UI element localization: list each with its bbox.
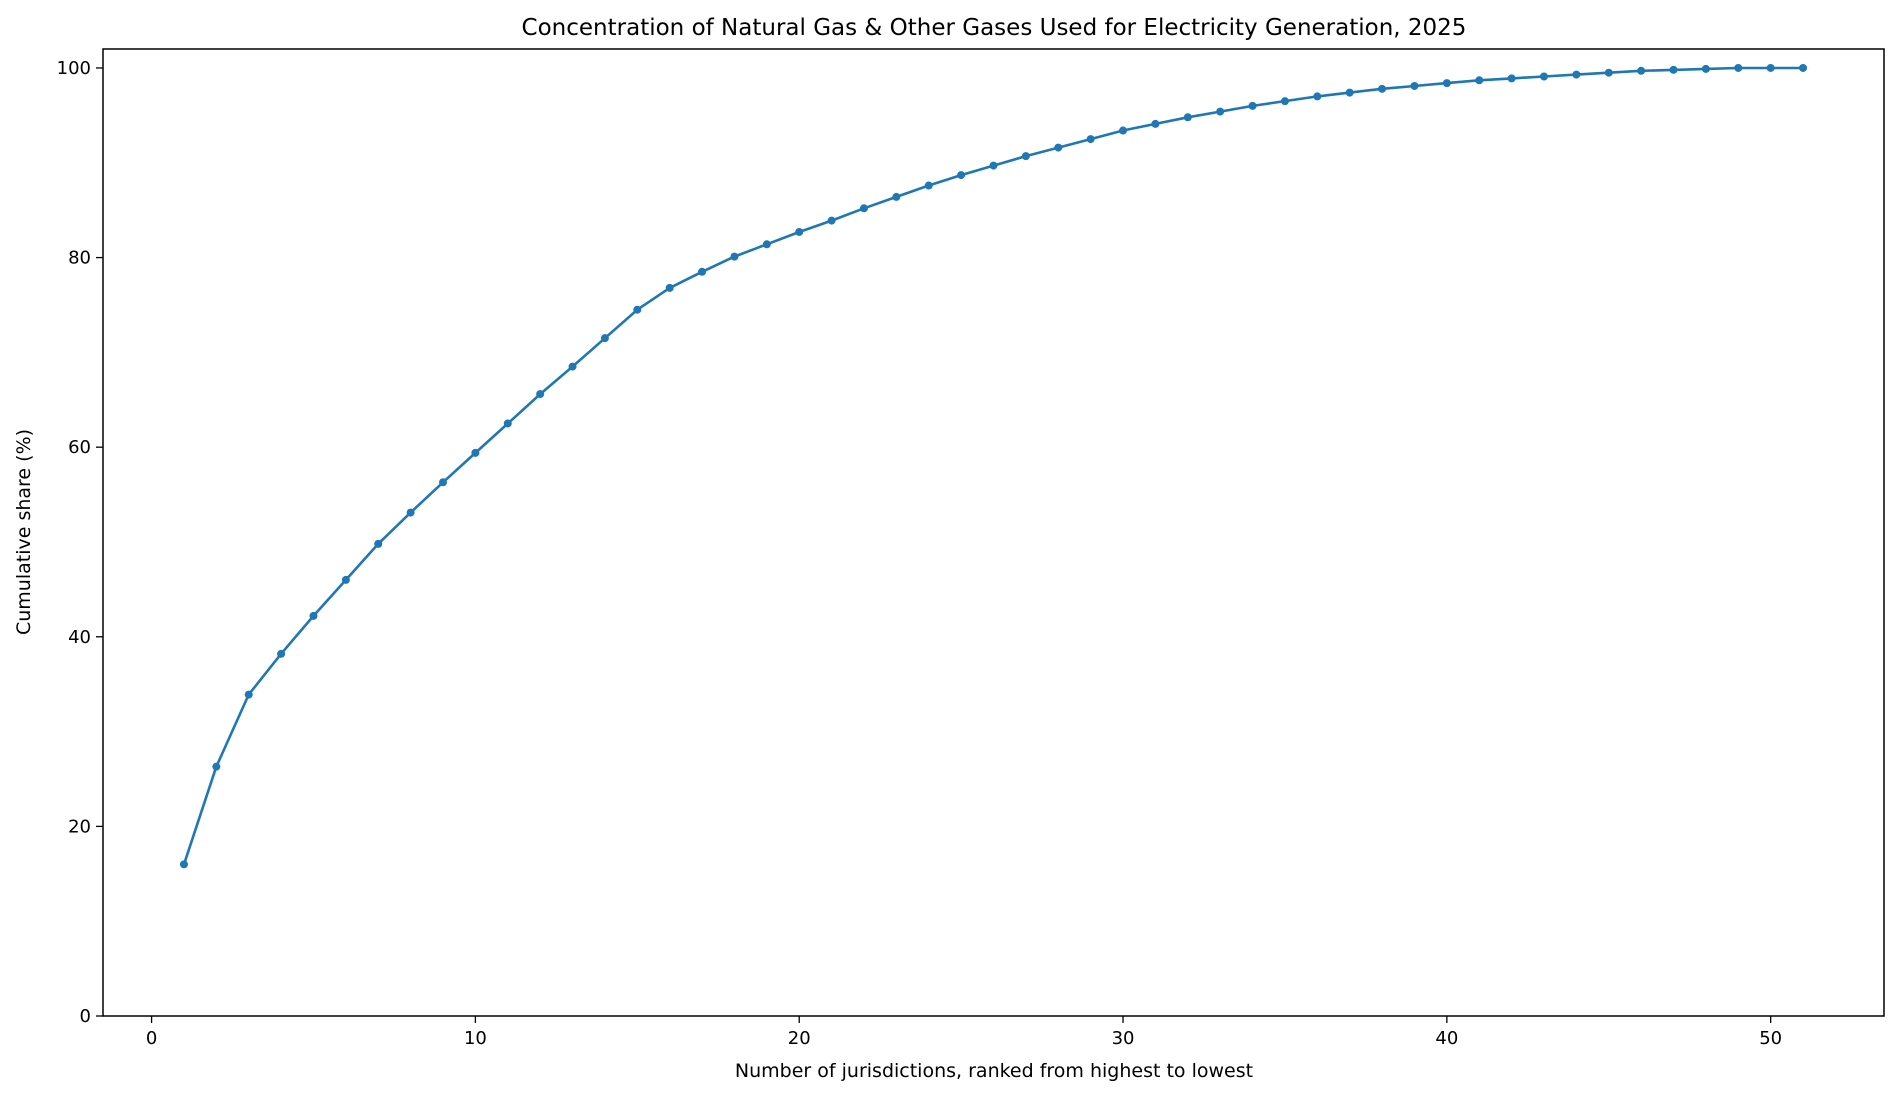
x-tick-label: 40 [1435, 1028, 1458, 1049]
chart-title: Concentration of Natural Gas & Other Gas… [522, 15, 1467, 41]
data-point [1086, 135, 1095, 144]
data-point [1151, 119, 1160, 128]
data-point [1248, 101, 1257, 110]
data-point [1313, 92, 1322, 101]
x-axis-label: Number of jurisdictions, ranked from hig… [735, 1060, 1253, 1082]
y-tick-label: 80 [68, 248, 91, 269]
data-point [568, 362, 577, 371]
y-tick-label: 40 [68, 627, 91, 648]
data-point [406, 508, 415, 517]
data-point [957, 171, 966, 180]
data-point [374, 539, 383, 548]
data-point [1734, 63, 1743, 72]
data-point [1637, 66, 1646, 75]
data-point [1442, 79, 1451, 88]
y-tick-label: 100 [57, 58, 91, 79]
data-point [179, 860, 188, 869]
data-point [795, 227, 804, 236]
data-point [762, 240, 771, 249]
data-point [892, 192, 901, 201]
data-point [665, 283, 674, 292]
data-point [1345, 88, 1354, 97]
x-tick-label: 10 [464, 1028, 487, 1049]
x-tick-label: 20 [788, 1028, 811, 1049]
data-point [633, 305, 642, 314]
data-point [277, 649, 286, 658]
data-point [827, 216, 836, 225]
data-point [536, 390, 545, 399]
data-point [600, 334, 609, 343]
x-axis: 0 10 20 30 40 50 [146, 1016, 1782, 1049]
data-point [1054, 143, 1063, 152]
data-point [1183, 113, 1192, 122]
data-point [1410, 81, 1419, 90]
data-point [924, 181, 933, 190]
data-point [859, 204, 868, 213]
data-point [1280, 97, 1289, 106]
data-point [341, 575, 350, 584]
y-tick-label: 60 [68, 437, 91, 458]
x-tick-label: 30 [1112, 1028, 1135, 1049]
data-point [989, 161, 998, 170]
data-point [244, 690, 253, 699]
data-point [1539, 72, 1548, 81]
data-point [1701, 64, 1710, 73]
data-point [1766, 63, 1775, 72]
data-point [1669, 65, 1678, 74]
data-point [1507, 74, 1516, 83]
x-tick-label: 50 [1759, 1028, 1782, 1049]
y-tick-label: 0 [80, 1006, 91, 1027]
data-point [309, 611, 318, 620]
data-point [471, 448, 480, 457]
data-point [698, 267, 707, 276]
y-tick-label: 20 [68, 816, 91, 837]
data-point [1475, 76, 1484, 85]
y-axis: 0 20 40 60 80 100 [57, 58, 103, 1027]
data-point [439, 478, 448, 487]
data-point [1216, 107, 1225, 116]
data-point [1572, 70, 1581, 79]
data-point [1378, 84, 1387, 93]
data-point [730, 252, 739, 261]
data-points [179, 63, 1808, 869]
data-point [503, 419, 512, 428]
x-tick-label: 0 [146, 1028, 157, 1049]
series-line [182, 66, 1803, 865]
plot-area [102, 48, 1885, 1017]
data-point [1604, 68, 1613, 77]
data-point [212, 762, 221, 771]
data-point [1119, 126, 1128, 135]
y-axis-label: Cumulative share (%) [13, 429, 35, 635]
data-point [1021, 152, 1030, 161]
data-point [1799, 63, 1808, 72]
